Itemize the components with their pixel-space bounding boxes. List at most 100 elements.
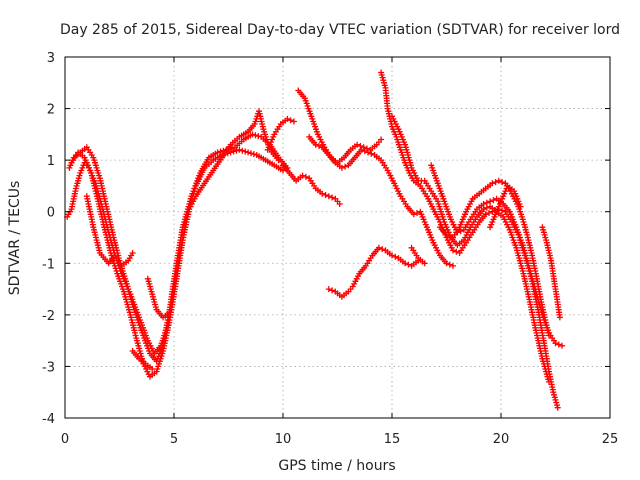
data-point bbox=[227, 149, 234, 156]
data-point bbox=[255, 133, 262, 140]
data-point bbox=[316, 143, 322, 149]
data-point bbox=[365, 149, 371, 156]
data-point bbox=[361, 148, 368, 155]
data-point bbox=[546, 378, 552, 385]
data-point bbox=[287, 117, 294, 124]
data-point bbox=[336, 201, 343, 207]
series-track-14 bbox=[408, 244, 428, 267]
data-point bbox=[499, 207, 506, 214]
data-point bbox=[242, 148, 249, 155]
x-axis-label: GPS time / hours bbox=[278, 458, 395, 474]
data-point bbox=[229, 145, 236, 152]
data-point bbox=[325, 193, 332, 200]
data-point bbox=[149, 366, 156, 372]
data-point bbox=[482, 211, 489, 218]
data-point bbox=[457, 228, 464, 235]
data-point bbox=[490, 197, 497, 204]
data-point bbox=[480, 206, 487, 213]
data-point bbox=[230, 148, 237, 155]
data-point bbox=[450, 247, 456, 254]
plot-frame bbox=[64, 56, 611, 419]
data-point bbox=[329, 287, 336, 294]
data-point bbox=[552, 340, 559, 347]
data-point bbox=[555, 341, 562, 348]
data-point bbox=[483, 204, 490, 211]
data-point bbox=[214, 149, 221, 156]
data-point bbox=[290, 118, 297, 125]
data-point bbox=[410, 211, 417, 218]
data-point bbox=[483, 199, 490, 206]
data-point bbox=[559, 342, 565, 349]
data-point bbox=[450, 262, 456, 269]
data-point bbox=[421, 260, 428, 267]
data-point bbox=[319, 190, 326, 197]
data-point bbox=[275, 157, 282, 164]
data-point bbox=[302, 173, 309, 180]
data-point bbox=[378, 136, 385, 143]
data-point bbox=[236, 146, 243, 153]
data-point bbox=[446, 233, 453, 240]
data-point bbox=[453, 248, 460, 255]
y-tick-label: -4 bbox=[42, 412, 55, 427]
data-point bbox=[402, 260, 409, 267]
x-tick-label: 0 bbox=[61, 432, 69, 447]
data-point bbox=[486, 210, 492, 216]
data-point bbox=[546, 332, 552, 339]
data-point bbox=[357, 143, 364, 149]
y-tick-label: -3 bbox=[42, 360, 55, 375]
series-track-10 bbox=[306, 133, 456, 269]
data-point bbox=[312, 141, 319, 148]
series-track-4 bbox=[83, 193, 136, 269]
data-point bbox=[495, 177, 502, 184]
x-tick-label: 15 bbox=[384, 432, 401, 447]
series-track-12 bbox=[378, 69, 561, 411]
data-point bbox=[245, 149, 252, 156]
series-track-18 bbox=[539, 224, 563, 321]
series-track-17 bbox=[487, 182, 524, 231]
data-point bbox=[329, 194, 336, 201]
data-point bbox=[233, 147, 240, 154]
series-track-6 bbox=[144, 275, 173, 321]
y-axis-label: SDTVAR / TECUs bbox=[7, 181, 23, 296]
y-tick-label: 0 bbox=[47, 206, 55, 221]
series-track-7 bbox=[264, 115, 297, 153]
data-point bbox=[414, 210, 421, 216]
data-point bbox=[443, 260, 450, 267]
data-point bbox=[556, 314, 563, 321]
data-point bbox=[443, 231, 450, 238]
chart-title: Day 285 of 2015, Sidereal Day-to-day VTE… bbox=[60, 22, 620, 38]
axis-ticks: 0 5 10 15 20 25 -4 -3 -2 -1 0 1 2 3 bbox=[42, 51, 618, 447]
data-point bbox=[322, 192, 329, 198]
data-point bbox=[368, 150, 375, 157]
data-point bbox=[252, 132, 259, 139]
series-track-8 bbox=[280, 162, 343, 207]
data-point bbox=[489, 180, 496, 187]
data-point bbox=[480, 201, 487, 207]
data-point bbox=[299, 172, 306, 179]
data-point bbox=[375, 244, 382, 251]
data-point bbox=[487, 198, 494, 205]
data-point bbox=[379, 246, 386, 253]
series-track-15 bbox=[428, 162, 565, 349]
data-point bbox=[389, 252, 395, 259]
data-point bbox=[358, 146, 365, 153]
series-track-13 bbox=[389, 113, 552, 385]
data-point bbox=[342, 163, 349, 170]
series-track-3 bbox=[68, 108, 282, 380]
data-point bbox=[248, 150, 254, 157]
series-track-11 bbox=[325, 244, 422, 300]
data-point bbox=[499, 179, 506, 186]
y-tick-label: -1 bbox=[42, 257, 55, 272]
y-tick-label: -2 bbox=[42, 309, 55, 324]
x-tick-label: 25 bbox=[602, 432, 619, 447]
x-tick-label: 10 bbox=[275, 432, 292, 447]
data-point bbox=[554, 404, 561, 411]
data-point bbox=[166, 309, 173, 316]
data-point bbox=[250, 151, 257, 158]
data-point bbox=[338, 164, 345, 171]
data-point bbox=[492, 179, 499, 186]
data-points bbox=[64, 69, 565, 411]
data-point bbox=[325, 286, 332, 293]
x-tick-label: 5 bbox=[170, 432, 178, 447]
